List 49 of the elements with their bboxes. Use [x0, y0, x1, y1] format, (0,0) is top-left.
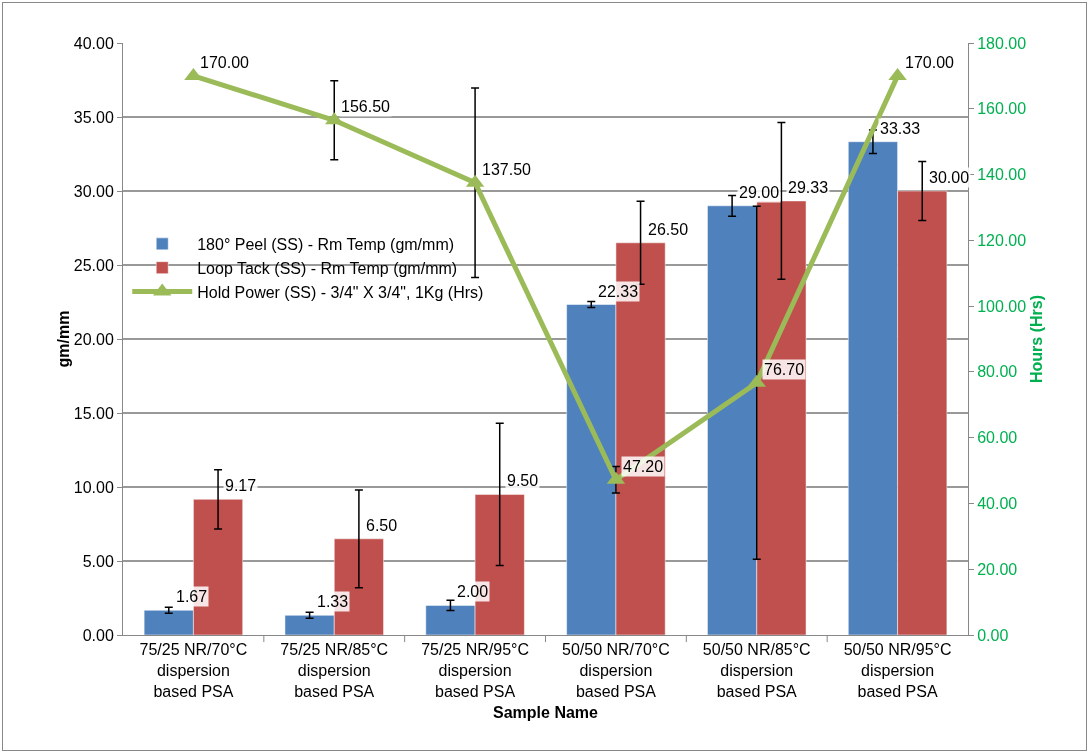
data-label: 156.50 [341, 98, 391, 115]
y2-axis-title: Hours (Hrs) [1028, 294, 1046, 384]
data-label: 22.33 [598, 283, 639, 300]
y2-tick-label: 20.00 [977, 560, 1018, 578]
data-label: 33.33 [880, 120, 921, 137]
y2-tick-label: 180.00 [977, 34, 1027, 52]
x-tick-label: 75/25 NR/95°C dispersion based PSA [421, 641, 529, 700]
data-label: 9.50 [507, 472, 539, 489]
y2-tick-label: 100.00 [977, 297, 1027, 315]
data-label: 26.50 [648, 221, 689, 238]
data-label: 170.00 [200, 54, 250, 71]
y-tick-label: 20.00 [73, 330, 114, 348]
y2-tick-label: 40.00 [977, 495, 1018, 513]
data-label: 30.00 [929, 169, 970, 186]
x-tick-label: 75/25 NR/70°C dispersion based PSA [139, 641, 248, 700]
data-label: 76.70 [764, 361, 805, 378]
data-label: 29.00 [739, 184, 780, 201]
x-tick-label: 50/50 NR/85°C dispersion based PSA [702, 641, 811, 700]
y2-tick-label: 140.00 [977, 166, 1027, 184]
y2-tick-label: 60.00 [977, 429, 1018, 447]
legend-label: Loop Tack (SS) - Rm Temp (gm/mm) [197, 259, 458, 277]
legend-label: Hold Power (SS) - 3/4" X 3/4", 1Kg (Hrs) [197, 283, 484, 301]
y-tick-label: 30.00 [73, 182, 114, 200]
y-tick-label: 15.00 [73, 404, 114, 422]
x-axis-title: Sample Name [493, 704, 599, 722]
y-tick-label: 35.00 [73, 108, 114, 126]
legend-label: 180° Peel (SS) - Rm Temp (gm/mm) [197, 236, 455, 254]
x-tick-label: 75/25 NR/85°C dispersion based PSA [280, 641, 389, 700]
y2-tick-label: 120.00 [977, 231, 1027, 249]
data-label: 9.17 [225, 477, 257, 494]
y-axis-title: gm/mm [54, 310, 72, 368]
data-label: 170.00 [905, 54, 955, 71]
y-tick-label: 40.00 [73, 34, 114, 52]
data-label: 6.50 [366, 517, 398, 534]
x-tick-label: 50/50 NR/70°C dispersion based PSA [562, 641, 670, 700]
data-label: 137.50 [482, 161, 532, 178]
y2-tick-label: 0.00 [977, 626, 1009, 644]
x-tick-label: 50/50 NR/95°C dispersion based PSA [843, 641, 952, 700]
data-label: 1.33 [317, 593, 349, 610]
y2-tick-label: 160.00 [977, 100, 1027, 118]
y2-tick-label: 80.00 [977, 363, 1018, 381]
data-label: 47.20 [623, 458, 664, 475]
data-label: 29.33 [788, 179, 829, 196]
y-tick-label: 5.00 [82, 552, 114, 570]
y-tick-label: 0.00 [82, 626, 114, 644]
y-tick-label: 25.00 [73, 256, 114, 274]
data-label: 1.67 [176, 588, 208, 605]
data-label: 2.00 [457, 583, 489, 600]
y-tick-label: 10.00 [73, 478, 114, 496]
